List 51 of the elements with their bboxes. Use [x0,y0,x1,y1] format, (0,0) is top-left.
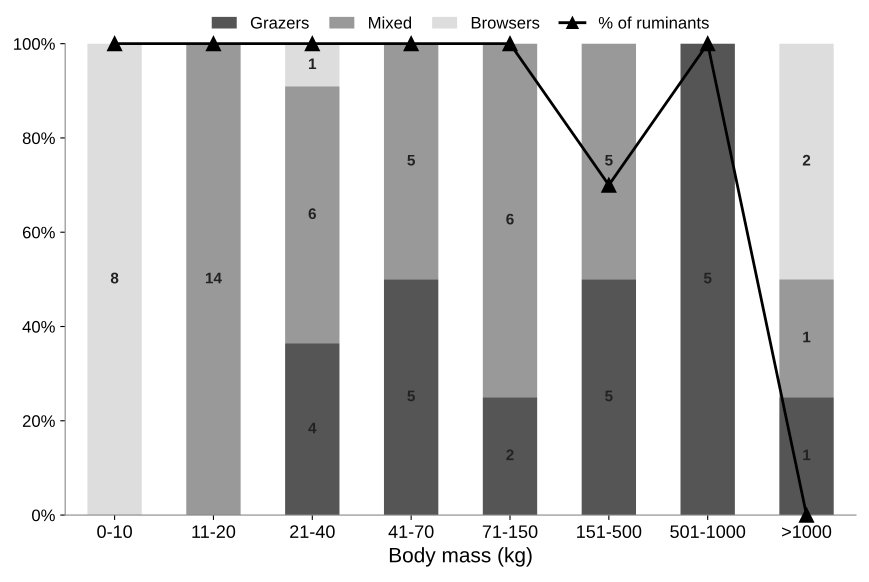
bar [779,279,834,398]
legend-label: Browsers [472,17,540,29]
x-tick-label: 501-1000 [670,525,746,538]
bar [680,44,735,516]
annotation: 8 [110,272,118,284]
point [404,36,419,52]
annotation: 1 [309,58,316,70]
x-tick-label: 11-20 [192,525,236,538]
point [700,36,716,52]
bar [285,44,340,87]
annotation: 1 [803,332,810,342]
bar [186,44,241,516]
y-tick-label: 40% [22,320,55,333]
annotation: 2 [802,154,810,166]
x-tick-label: 151-500 [577,525,642,538]
x-tick-label: 21-40 [290,525,335,538]
bar [582,279,636,516]
x-tick-label: 0-10 [97,525,132,538]
legend-label: Grazers [250,16,309,29]
y-tick-label: 20% [22,415,55,427]
point [106,36,122,52]
y-tick-label: 100% [14,38,55,50]
point [304,36,320,52]
bar [285,343,340,516]
legend-label: Mixed [369,16,412,29]
annotation: 5 [407,154,415,166]
point [601,177,616,193]
x-tick-label: 41-70 [388,525,434,538]
bar [779,397,834,516]
annotation: 5 [605,154,613,166]
annotation: 6 [506,214,514,225]
bar [87,44,142,516]
y-tick-label: 0% [32,509,55,522]
bar [482,44,538,398]
legend-label: % of ruminants [598,16,709,29]
bar [384,44,438,280]
annotation: 6 [308,208,316,220]
x-tick-label: 71-150 [482,525,538,538]
bar [582,44,636,280]
x-tick-label: >1000 [782,525,832,538]
bar [384,279,438,516]
point [206,36,222,52]
x-axis-title: Body mass (kg) [390,547,532,567]
y-tick-label: 80% [22,132,55,144]
point [502,36,518,52]
y-tick-label: 60% [22,226,55,238]
annotation: 14 [206,272,222,284]
bar [779,44,834,280]
bar [285,86,340,344]
bar [482,397,538,516]
point [798,507,814,523]
